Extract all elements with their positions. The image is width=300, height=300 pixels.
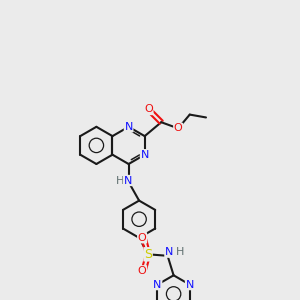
Text: S: S — [144, 248, 152, 261]
Text: H: H — [176, 247, 184, 257]
Text: H: H — [116, 176, 124, 185]
Text: N: N — [153, 280, 162, 290]
Text: N: N — [165, 247, 173, 257]
Text: N: N — [124, 176, 132, 185]
Text: O: O — [144, 104, 153, 115]
Text: O: O — [138, 266, 146, 276]
Text: N: N — [185, 280, 194, 290]
Text: O: O — [174, 123, 182, 134]
Text: N: N — [124, 122, 133, 132]
Text: O: O — [138, 233, 146, 243]
Text: N: N — [140, 150, 149, 160]
